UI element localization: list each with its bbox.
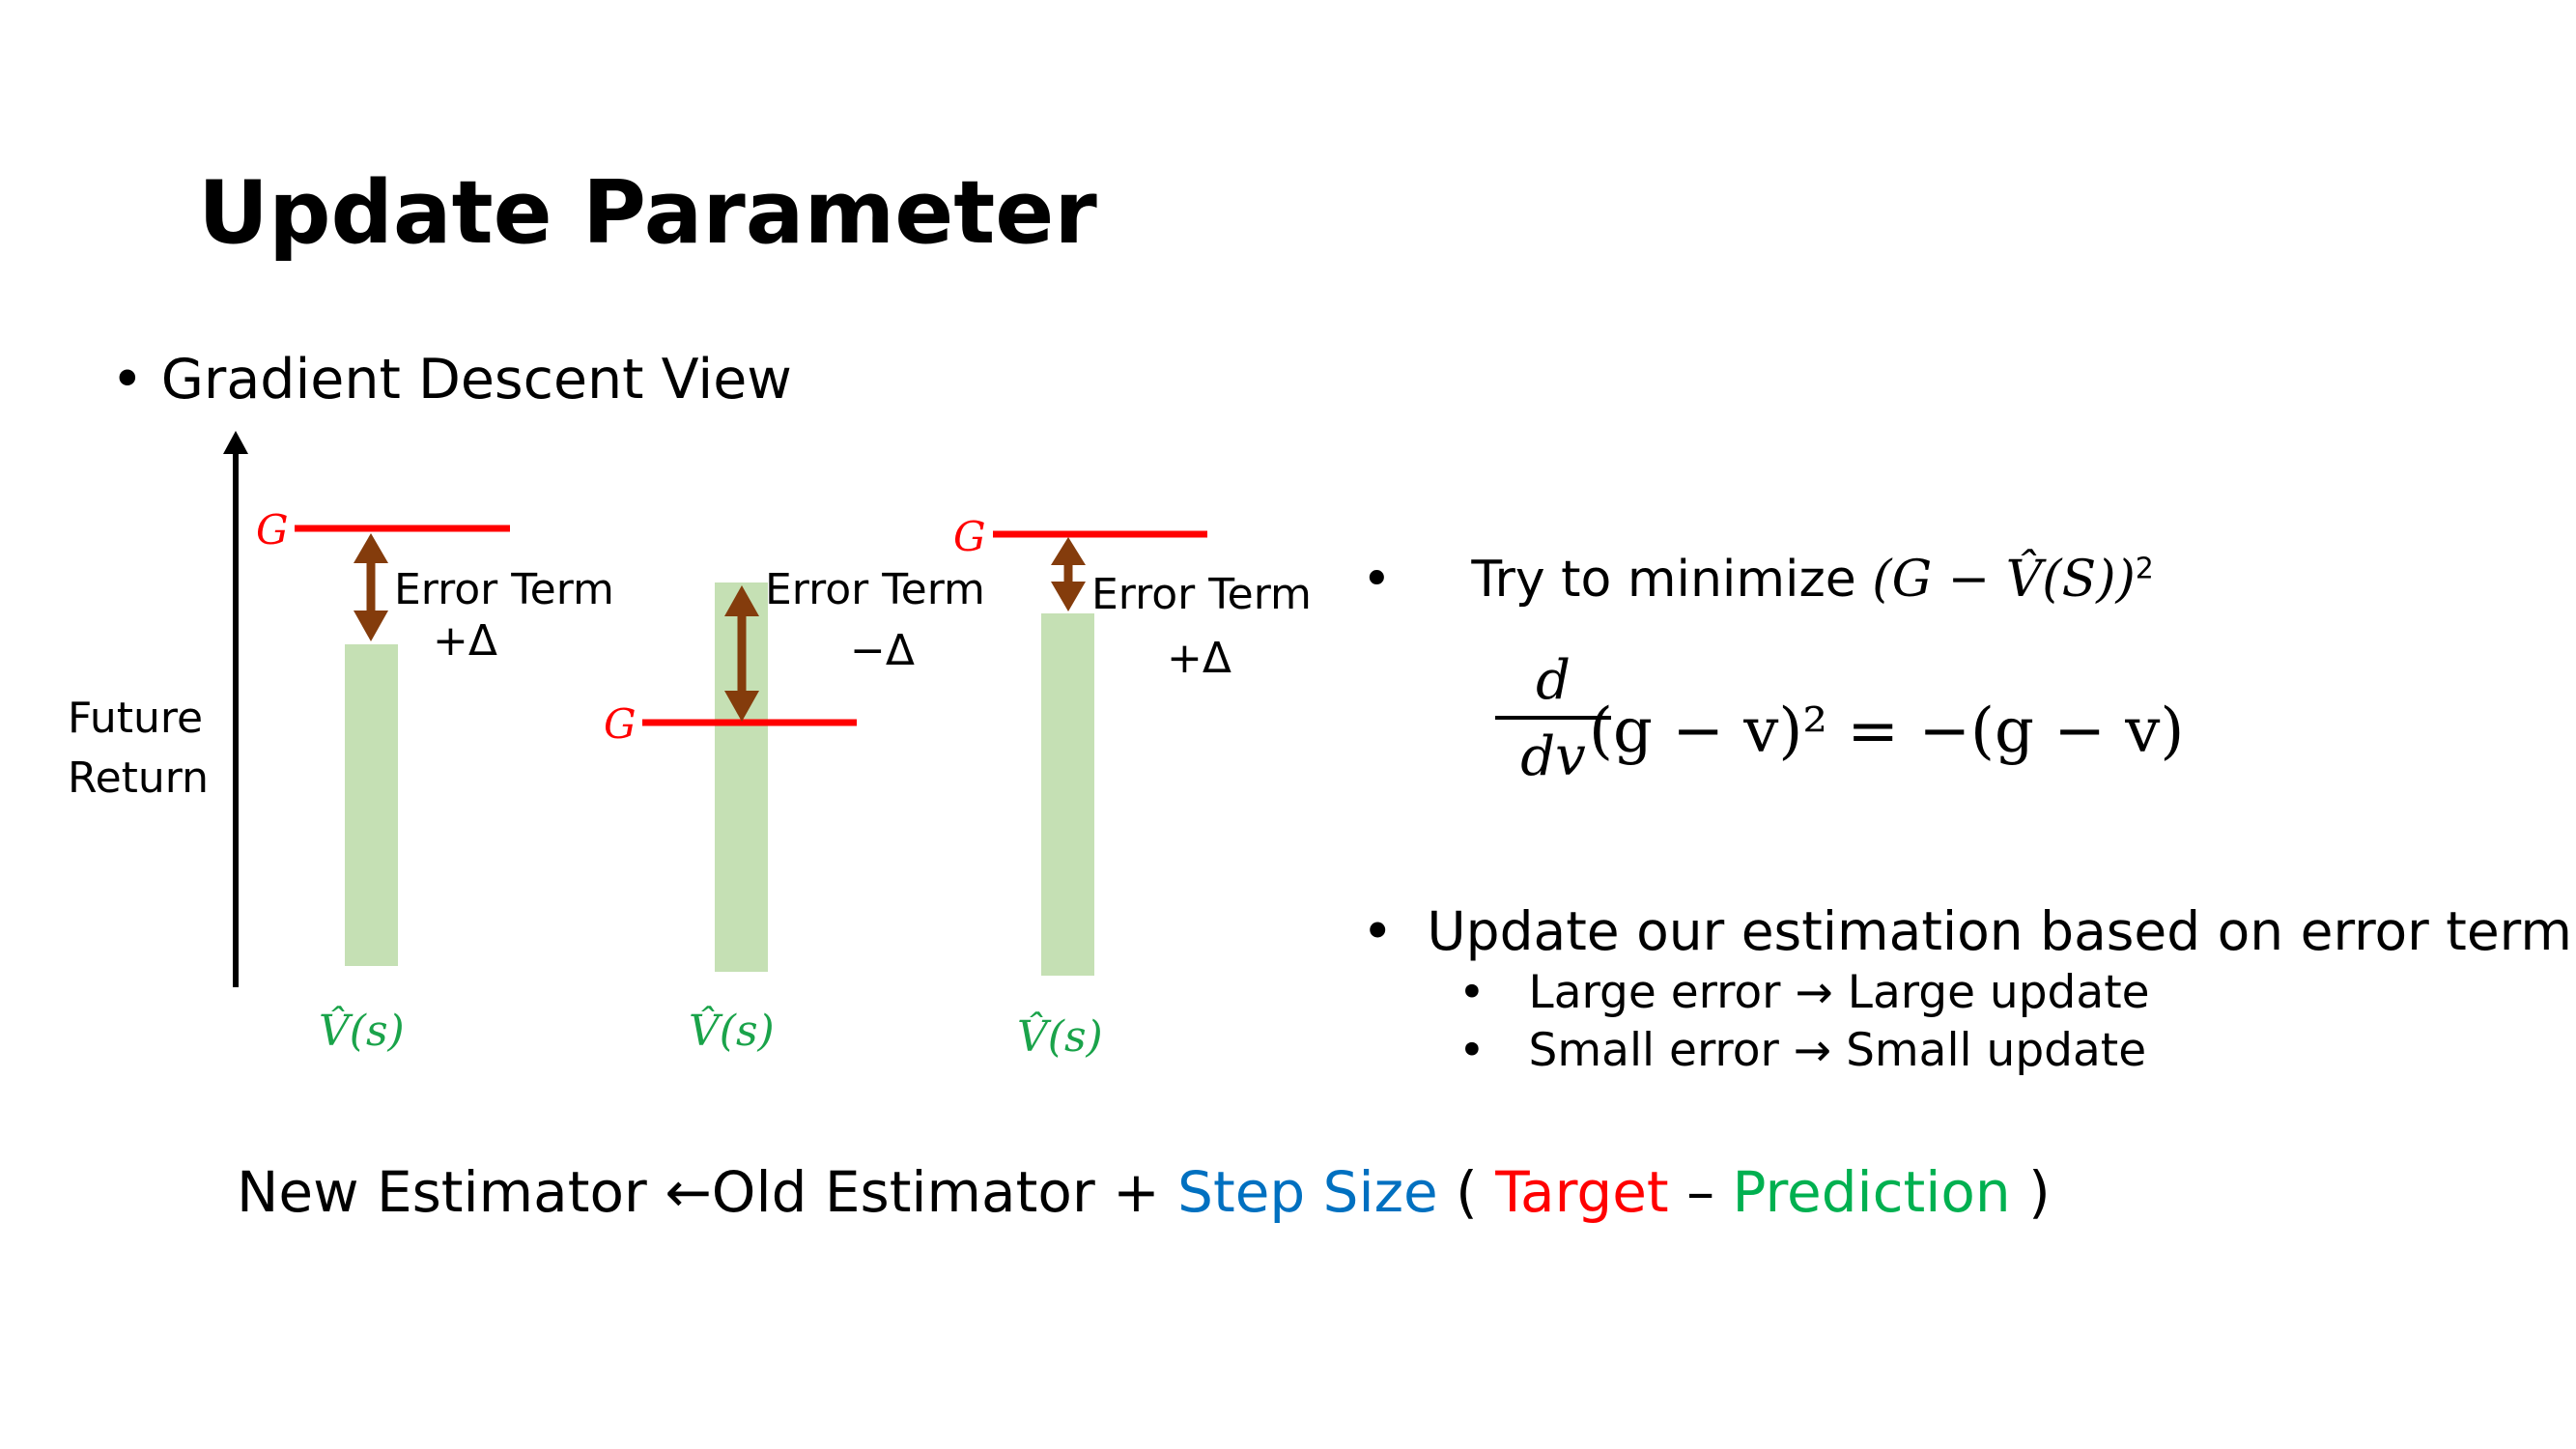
target-symbol-3: G — [953, 513, 986, 560]
loss-expression: (G − V̂(S)) — [1872, 551, 2136, 609]
y-axis-arrowhead — [223, 431, 248, 454]
axis-label-return: Return — [68, 753, 209, 803]
gradient-descent-diagram: Future Return G Error Term +Δ V̂(s) G Er… — [68, 431, 1312, 1062]
sub-bullet-large-text: Large error → Large update — [1528, 966, 2150, 1019]
sub-bullet-small-text: Small error → Small update — [1528, 1024, 2147, 1077]
derivative-numerator: d — [1536, 649, 1571, 712]
bullet-dot: • — [1458, 966, 1529, 1019]
error-arrow-3 — [1051, 537, 1086, 611]
sub-bullet-small: • Small error → Small update — [1458, 1024, 2146, 1077]
close-paren: ) — [2010, 1159, 2051, 1225]
update-text: Update our estimation based on error ter… — [1427, 900, 2572, 962]
update-rule: New Estimator ←Old Estimator + Step Size… — [237, 1159, 2051, 1225]
delta-label-3: +Δ — [1167, 634, 1231, 683]
step-size-term: Step Size — [1177, 1159, 1438, 1225]
target-symbol-1: G — [256, 506, 289, 554]
error-term-label-3: Error Term — [1091, 570, 1312, 619]
derivative-equation: (g − v)² = −(g − v) — [1589, 696, 2185, 767]
prediction-label-3: V̂(s) — [1017, 1010, 1103, 1062]
error-term-label-2: Error Term — [765, 565, 985, 614]
bullet-dot: • — [1362, 900, 1428, 962]
update-rule-part1: New Estimator ←Old Estimator + — [237, 1159, 1178, 1225]
error-arrow-2 — [724, 585, 759, 722]
fraction-bar — [1495, 716, 1611, 720]
slide-title: Update Parameter — [198, 162, 1097, 264]
bullet-label: Gradient Descent View — [160, 348, 792, 412]
loss-exponent: 2 — [2135, 552, 2154, 586]
target-term: Target — [1495, 1159, 1669, 1225]
derivative-fraction: d dv — [1495, 649, 1611, 788]
prediction-bar-3 — [1041, 613, 1094, 976]
prediction-label-2: V̂(s) — [689, 1005, 775, 1056]
prediction-label-1: V̂(s) — [319, 1005, 405, 1056]
sub-bullet-large: • Large error → Large update — [1458, 966, 2150, 1019]
minus-sign: – — [1668, 1159, 1733, 1225]
bullet-dot: • — [111, 348, 161, 412]
bullet-gradient-descent: • Gradient Descent View — [111, 348, 792, 412]
axis-label-future: Future — [68, 694, 203, 743]
bullet-dot: • — [1362, 551, 1472, 609]
error-term-label-1: Error Term — [394, 565, 614, 614]
bullet-update: • Update our estimation based on error t… — [1362, 900, 2572, 962]
minimize-text: Try to minimize — [1471, 551, 1856, 609]
delta-label-2: −Δ — [850, 626, 915, 675]
bullet-dot: • — [1458, 1024, 1529, 1077]
bullet-minimize: • Try to minimize (G − V̂(S))2 — [1362, 551, 2154, 609]
derivative-denominator: dv — [1520, 725, 1586, 788]
prediction-term: Prediction — [1732, 1159, 2011, 1225]
prediction-bar-1 — [345, 644, 398, 966]
target-symbol-2: G — [604, 700, 637, 748]
delta-label-1: +Δ — [433, 616, 497, 666]
error-arrow-1 — [354, 533, 388, 641]
open-paren: ( — [1437, 1159, 1496, 1225]
